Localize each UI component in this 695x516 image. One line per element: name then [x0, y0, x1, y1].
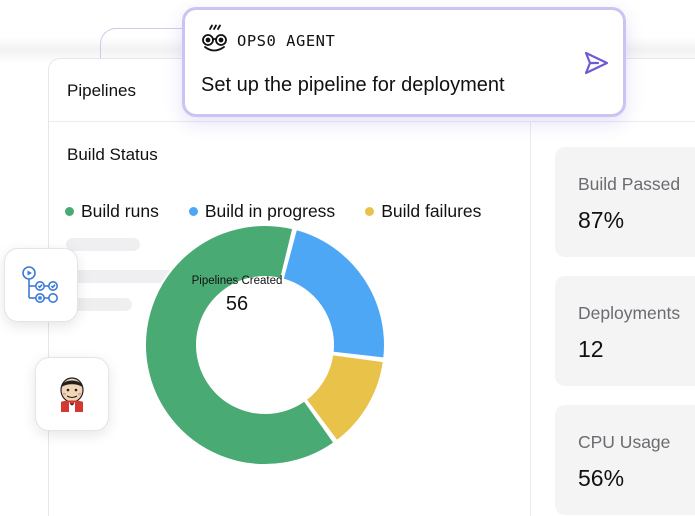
donut-center-label: Pipelines Created [191, 275, 283, 287]
stat-value-deployments: 12 [578, 336, 604, 362]
stat-label-build-passed: Build Passed [578, 174, 681, 194]
stat-label-deployments: Deployments [578, 303, 681, 323]
send-button[interactable] [581, 48, 611, 78]
stat-card-deployments: Deployments 12 [555, 276, 695, 386]
background-tab-outline [100, 28, 220, 68]
build-status-title: Build Status [67, 145, 158, 164]
skeleton-line [66, 270, 176, 283]
stat-label-cpu-usage: CPU Usage [578, 432, 671, 452]
legend-label-build-in-progress: Build in progress [204, 201, 336, 221]
stat-value-cpu-usage: 56% [578, 465, 625, 491]
stat-value-build-passed: 87% [578, 207, 625, 233]
pipelines-dashboard: Pipelines Build Status Build runs Build … [48, 58, 695, 516]
legend-item-build-failures: Build failures [365, 201, 481, 222]
pipeline-flow-icon-tile[interactable] [4, 248, 78, 322]
donut-slice-build-runs [144, 224, 336, 466]
agent-prompt-input[interactable]: Set up the pipeline for deployment [201, 74, 505, 96]
skeleton-line [66, 298, 132, 311]
legend-dot-build-failures [365, 207, 375, 216]
donut-slice-build-failures [304, 353, 386, 443]
legend-dot-build-runs [65, 207, 74, 216]
donut-slice-build-in-progress [281, 227, 386, 360]
skeleton-line [66, 238, 140, 251]
legend-item-build-runs: Build runs [65, 201, 159, 222]
pipeline-flow-icon [22, 266, 58, 303]
jenkins-icon [60, 377, 84, 412]
chart-legend: Build runs Build in progress Build failu… [65, 201, 481, 222]
agent-title: OPS0 AGENT [237, 32, 336, 50]
stat-card-cpu-usage: CPU Usage 56% [555, 405, 695, 515]
dashboard-header: Pipelines [49, 59, 695, 122]
donut-center-value: 56 [225, 293, 249, 315]
legend-dot-build-in-progress [188, 207, 198, 216]
send-arrow-icon [584, 51, 609, 75]
ops0-logo-icon [202, 24, 227, 52]
stat-card-build-passed: Build Passed 87% [555, 147, 695, 257]
legend-item-build-in-progress: Build in progress [188, 201, 336, 222]
dashboard-title: Pipelines [67, 81, 136, 100]
jenkins-icon-tile[interactable] [35, 357, 109, 431]
legend-label-build-failures: Build failures [381, 201, 482, 221]
column-divider [530, 122, 531, 516]
pipelines-donut-chart [144, 224, 386, 466]
ops0-agent-prompt-box[interactable]: OPS0 AGENT Set up the pipeline for deplo… [182, 7, 626, 117]
legend-label-build-runs: Build runs [81, 201, 159, 221]
